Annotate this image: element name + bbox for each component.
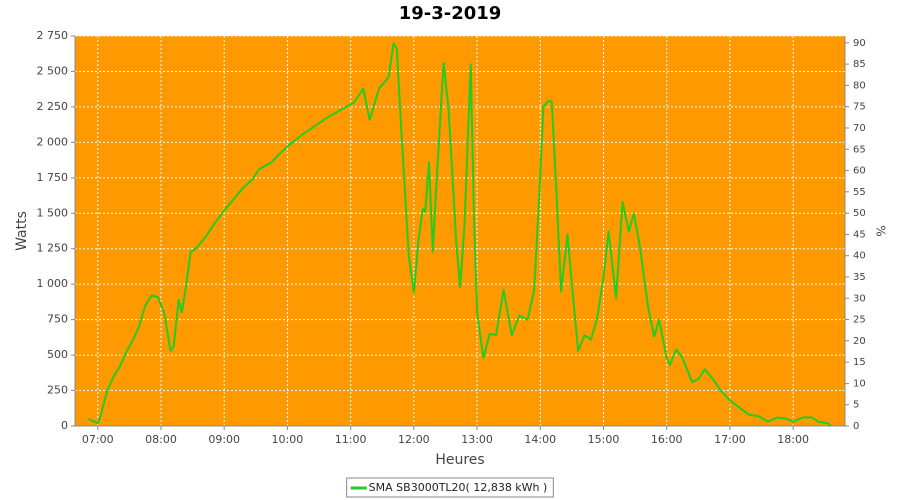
y-tick-label: 1 500 xyxy=(37,206,69,219)
y-tick-label: 500 xyxy=(47,348,68,361)
x-tick-label: 14:00 xyxy=(524,433,556,446)
y2-tick-label: 25 xyxy=(853,315,866,326)
x-tick-label: 12:00 xyxy=(398,433,430,446)
legend-box xyxy=(346,477,554,498)
x-tick-label: 10:00 xyxy=(272,433,304,446)
x-tick-label: 15:00 xyxy=(588,433,620,446)
y2-tick-label: 20 xyxy=(853,336,866,347)
line-series xyxy=(87,42,832,427)
y2-tick-label: 85 xyxy=(853,59,866,70)
x-tick-label: 16:00 xyxy=(651,433,683,446)
y2-tick-label: 15 xyxy=(853,357,866,368)
y2-tick-label: 60 xyxy=(853,166,866,177)
x-tick-label: 08:00 xyxy=(145,433,177,446)
y-tick-label: 0 xyxy=(61,419,68,432)
legend-label: SMA SB3000TL20( 12,838 kWh ) xyxy=(369,481,548,494)
y-tick-label: 1 750 xyxy=(37,171,69,184)
x-axis-label: Heures xyxy=(435,452,484,468)
y2-tick-label: 5 xyxy=(853,400,859,411)
y2-tick-label: 40 xyxy=(853,251,866,262)
y2-tick-label: 10 xyxy=(853,378,866,389)
y2-axis-label: % xyxy=(874,225,888,236)
y-tick-label: 1 250 xyxy=(37,242,69,255)
y2-tick-label: 90 xyxy=(853,38,866,49)
y2-tick-label: 30 xyxy=(853,293,866,304)
y2-tick-label: 35 xyxy=(853,272,866,283)
chart-title: 19-3-2019 xyxy=(399,3,502,24)
y2-tick-label: 70 xyxy=(853,123,866,134)
y-tick-label: 2 000 xyxy=(37,135,69,148)
y-tick-label: 2 500 xyxy=(37,64,69,77)
legend: SMA SB3000TL20( 12,838 kWh ) xyxy=(346,477,554,498)
y-tick-label: 750 xyxy=(47,313,68,326)
y-tick-label: 1 000 xyxy=(37,277,69,290)
x-tick-label: 17:00 xyxy=(714,433,746,446)
y2-tick-label: 80 xyxy=(853,80,866,91)
x-tick-label: 11:00 xyxy=(335,433,367,446)
y-tick-label: 2 250 xyxy=(37,100,69,113)
y2-tick-label: 55 xyxy=(853,187,866,198)
y-tick-label: 2 750 xyxy=(37,29,69,42)
x-tick-label: 13:00 xyxy=(461,433,493,446)
y2-tick-label: 75 xyxy=(853,102,866,113)
y-axis-label: Watts xyxy=(14,211,30,251)
y2-tick-label: 50 xyxy=(853,208,866,219)
y-tick-label: 250 xyxy=(47,384,68,397)
x-tick-label: 07:00 xyxy=(82,433,114,446)
plot-area xyxy=(75,36,845,426)
x-tick-label: 18:00 xyxy=(777,433,809,446)
y2-tick-label: 65 xyxy=(853,144,866,155)
x-tick-label: 09:00 xyxy=(208,433,240,446)
y2-tick-label: 45 xyxy=(853,229,866,240)
y2-tick-label: 0 xyxy=(853,421,859,432)
